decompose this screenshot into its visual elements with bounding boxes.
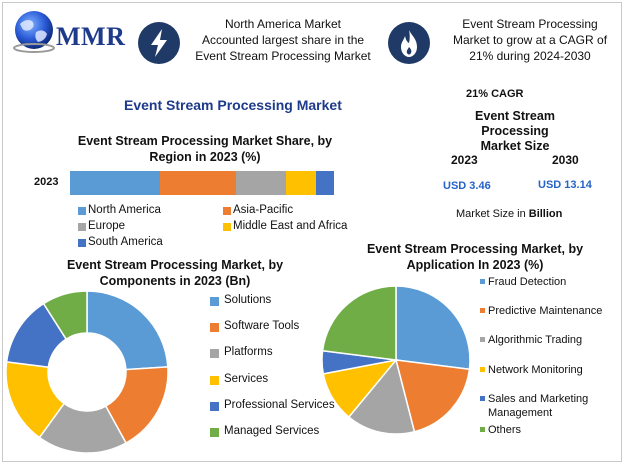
callout-line: Event Stream Processing Market — [195, 49, 371, 63]
legend-swatch — [78, 239, 86, 247]
legend-label: Software Tools — [224, 320, 300, 332]
year-2030: 2030 — [552, 153, 579, 167]
legend-label: Algorithmic Trading — [488, 334, 583, 346]
title-line: Event Stream Processing — [475, 109, 555, 138]
title-line: Components in 2023 (Bn) — [99, 274, 251, 288]
unit-prefix: Market Size in — [456, 208, 529, 220]
cagr-label: 21% CAGR — [466, 88, 524, 100]
application-pie-chart — [321, 285, 471, 435]
market-size-title: Event Stream Processing Market Size — [440, 109, 590, 154]
legend-label: Fraud Detection — [488, 276, 567, 288]
callout-line: Market to grow at a CAGR of — [452, 33, 608, 47]
legend-swatch — [480, 337, 485, 342]
title-line: Market Size — [480, 139, 550, 153]
legend-label: Predictive Maintenance — [488, 305, 603, 317]
components-chart-title: Event Stream Processing Market, by Compo… — [40, 257, 310, 289]
bar-segment-asia-pacific — [159, 171, 237, 195]
legend-swatch — [210, 402, 219, 411]
slice-others — [321, 285, 397, 361]
legend-label: Network Monitoring — [488, 364, 583, 376]
title-line: Event Stream Processing Market Share, by — [77, 134, 333, 148]
legend-label: Others — [488, 424, 522, 436]
legend-swatch — [480, 396, 485, 401]
legend-swatch — [480, 427, 485, 432]
legend-swatch — [78, 207, 86, 215]
lightning-icon — [138, 22, 180, 64]
legend-label: Platforms — [224, 346, 273, 358]
callout-line: North America Market — [224, 17, 342, 31]
components-donut-chart — [5, 290, 169, 454]
globe-icon — [13, 11, 55, 53]
title-line: Region in 2023 (%) — [149, 150, 261, 164]
value-2030: USD 13.14 — [538, 179, 592, 191]
legend-swatch — [480, 308, 485, 313]
region-stacked-bar — [70, 171, 334, 195]
legend-swatch — [480, 367, 485, 372]
legend-swatch — [480, 279, 485, 284]
bar-segment-south-america — [315, 171, 334, 195]
legend-label: Europe — [88, 220, 126, 232]
legend-label: North America — [88, 204, 161, 216]
legend-swatch — [210, 297, 219, 306]
main-title: Event Stream Processing Market — [124, 97, 342, 113]
bar-segment-europe — [236, 171, 287, 195]
legend-label: Sales and Marketing Management — [488, 393, 589, 419]
legend-label: Services — [224, 373, 269, 385]
callout-line: 21% during 2024-2030 — [469, 49, 591, 63]
bar-category-label: 2023 — [34, 176, 59, 188]
legend-swatch — [210, 376, 219, 385]
logo-text: MMR — [56, 22, 126, 51]
slice-solutions — [86, 290, 169, 371]
legend-label: Professional Services — [224, 399, 335, 411]
cagr-callout: Event Stream Processing Market to grow a… — [440, 16, 620, 64]
title-line: Event Stream Processing Market, by — [366, 242, 584, 256]
legend-label: Asia-Pacific — [233, 204, 294, 216]
bar-segment-middle-east-and-africa — [286, 171, 316, 195]
title-line: Application In 2023 (%) — [406, 258, 544, 272]
slice-predictive-maintenance — [394, 359, 471, 433]
callout-line: Event Stream Processing — [462, 17, 598, 31]
legend-swatch — [210, 323, 219, 332]
flame-icon — [388, 22, 430, 64]
callout-line: Accounted largest share in the — [201, 33, 365, 47]
title-line: Event Stream Processing Market, by — [66, 258, 284, 272]
legend-swatch — [223, 207, 231, 215]
legend-label: Managed Services — [224, 425, 320, 437]
legend-swatch — [210, 349, 219, 358]
legend-label: Solutions — [224, 294, 272, 306]
slice-managed-services — [42, 290, 88, 341]
legend-swatch — [223, 223, 231, 231]
legend-label: Middle East and Africa — [233, 220, 348, 232]
value-2023: USD 3.46 — [443, 180, 491, 192]
application-chart-title: Event Stream Processing Market, by Appli… — [340, 241, 610, 273]
market-size-unit: Market Size in Billion — [456, 208, 562, 220]
year-2023: 2023 — [451, 153, 478, 167]
north-america-callout: North America Market Accounted largest s… — [188, 16, 378, 64]
mmr-logo — [10, 8, 130, 58]
region-chart-title: Event Stream Processing Market Share, by… — [40, 133, 370, 165]
legend-swatch — [78, 223, 86, 231]
slice-algorithmic-trading — [347, 358, 416, 435]
unit-bold: Billion — [528, 208, 563, 220]
legend-label: South America — [88, 236, 163, 248]
slice-fraud-detection — [395, 285, 471, 371]
bar-segment-north-america — [70, 171, 160, 195]
legend-swatch — [210, 428, 219, 437]
